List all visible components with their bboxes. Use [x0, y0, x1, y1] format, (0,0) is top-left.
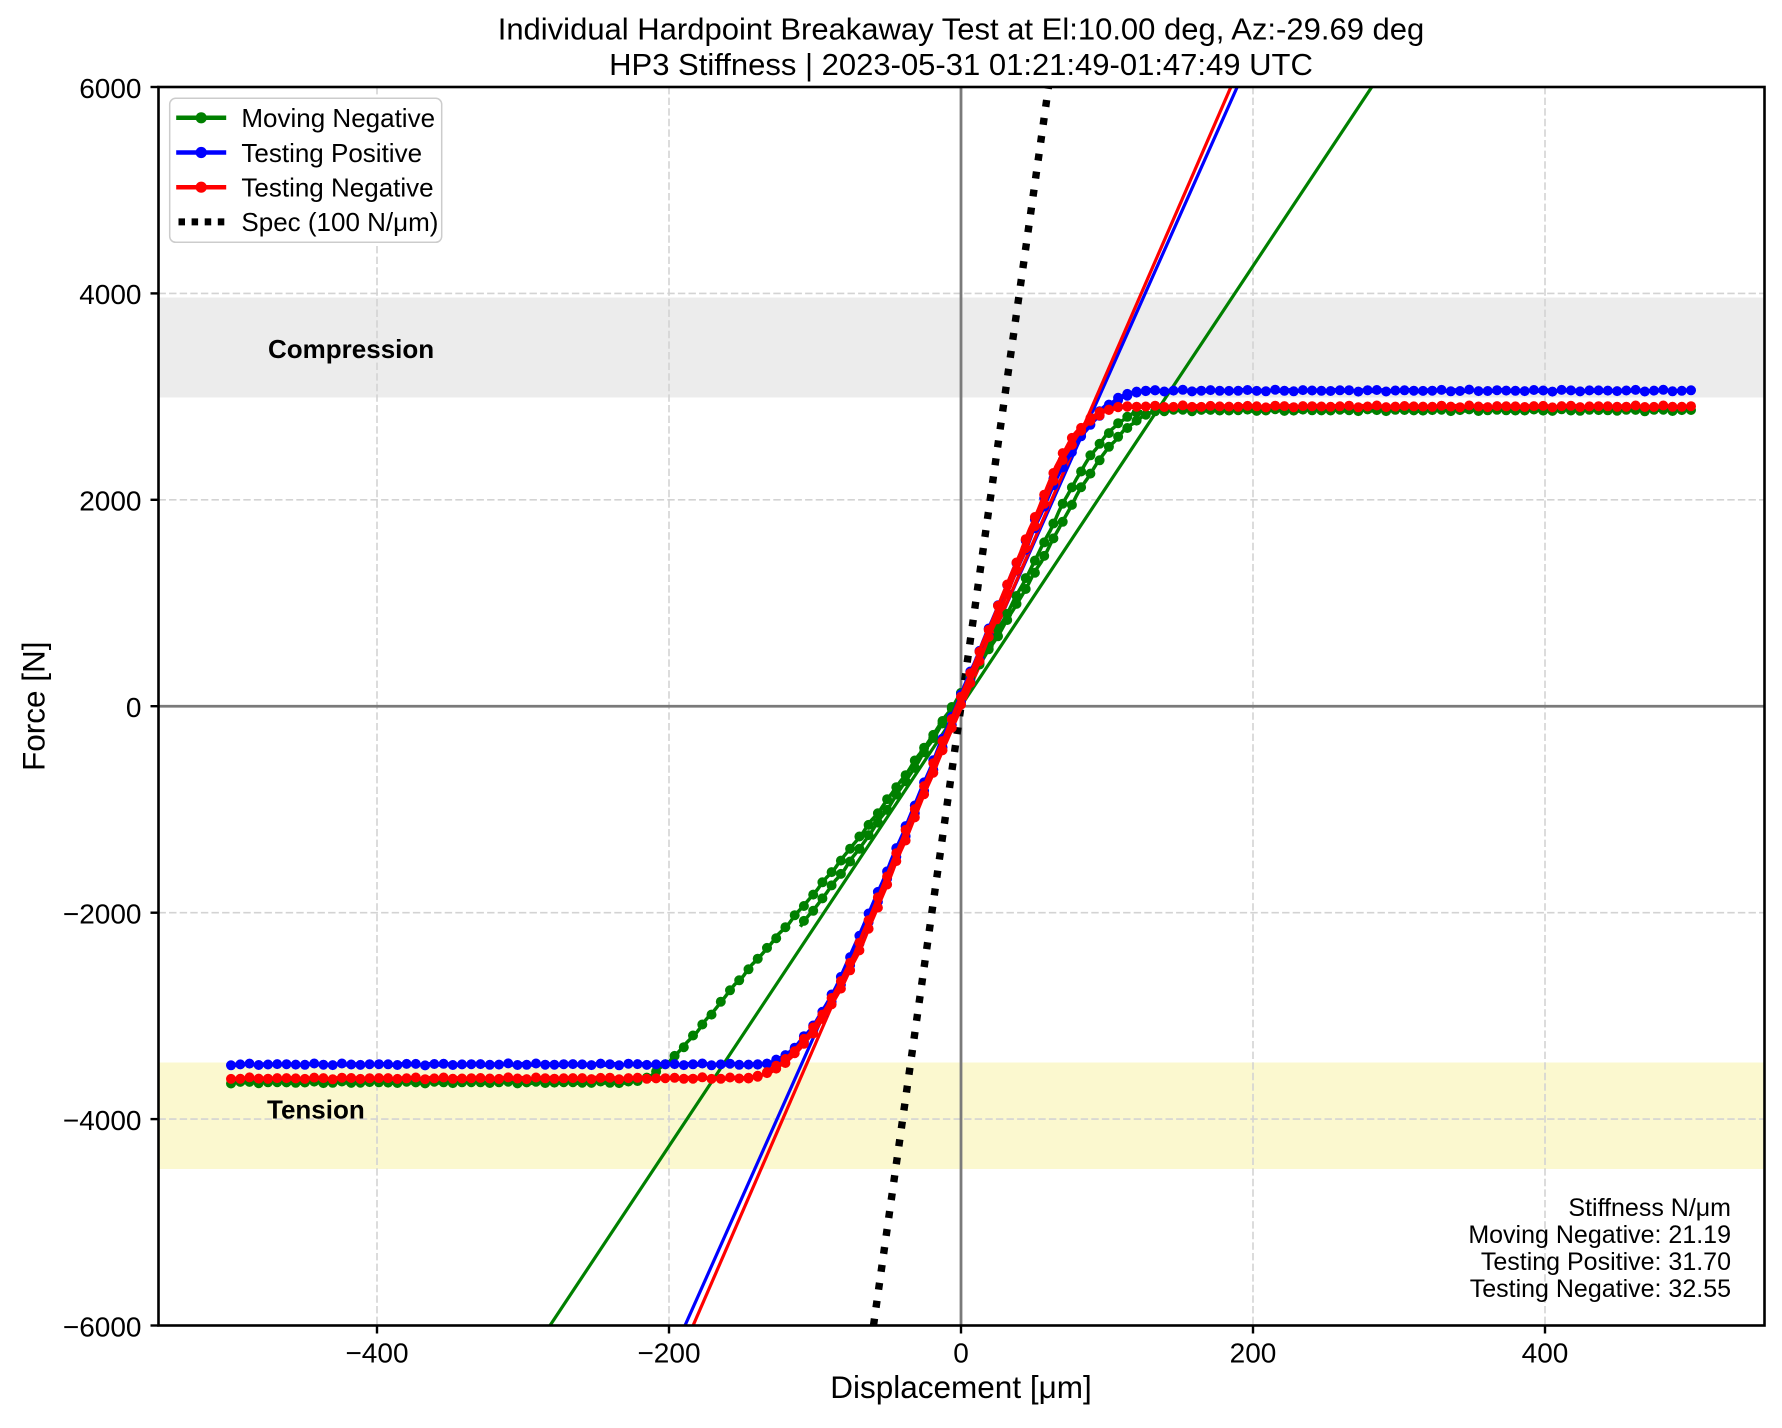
svg-text:Testing Positive: 31.70: Testing Positive: 31.70 — [1481, 1248, 1731, 1276]
svg-text:6000: 6000 — [79, 73, 141, 104]
svg-text:Spec (100 N/μm): Spec (100 N/μm) — [241, 207, 438, 237]
svg-text:HP3 Stiffness | 2023-05-31 01:: HP3 Stiffness | 2023-05-31 01:21:49-01:4… — [609, 47, 1313, 82]
svg-text:Individual Hardpoint Breakaway: Individual Hardpoint Breakaway Test at E… — [498, 12, 1425, 47]
svg-text:Moving Negative: Moving Negative — [241, 103, 435, 133]
svg-text:−200: −200 — [637, 1338, 700, 1369]
svg-text:−400: −400 — [345, 1338, 408, 1369]
svg-text:Stiffness N/μm: Stiffness N/μm — [1568, 1194, 1731, 1222]
svg-text:2000: 2000 — [79, 486, 141, 517]
svg-text:0: 0 — [953, 1338, 969, 1369]
svg-text:Testing Negative: Testing Negative — [241, 173, 433, 203]
svg-text:−2000: −2000 — [63, 899, 142, 930]
svg-text:0: 0 — [126, 692, 142, 723]
svg-text:−4000: −4000 — [63, 1105, 142, 1136]
svg-text:Testing Negative: 32.55: Testing Negative: 32.55 — [1470, 1275, 1731, 1303]
svg-text:Testing Positive: Testing Positive — [241, 138, 422, 168]
svg-text:Moving Negative: 21.19: Moving Negative: 21.19 — [1468, 1221, 1731, 1249]
svg-text:400: 400 — [1522, 1338, 1569, 1369]
svg-text:200: 200 — [1230, 1338, 1277, 1369]
svg-text:−6000: −6000 — [63, 1311, 142, 1342]
svg-text:Displacement [μm]: Displacement [μm] — [830, 1369, 1091, 1405]
svg-text:Force [N]: Force [N] — [16, 641, 52, 771]
svg-text:4000: 4000 — [79, 279, 141, 310]
svg-text:Compression: Compression — [268, 334, 434, 364]
svg-text:Tension: Tension — [267, 1094, 365, 1124]
